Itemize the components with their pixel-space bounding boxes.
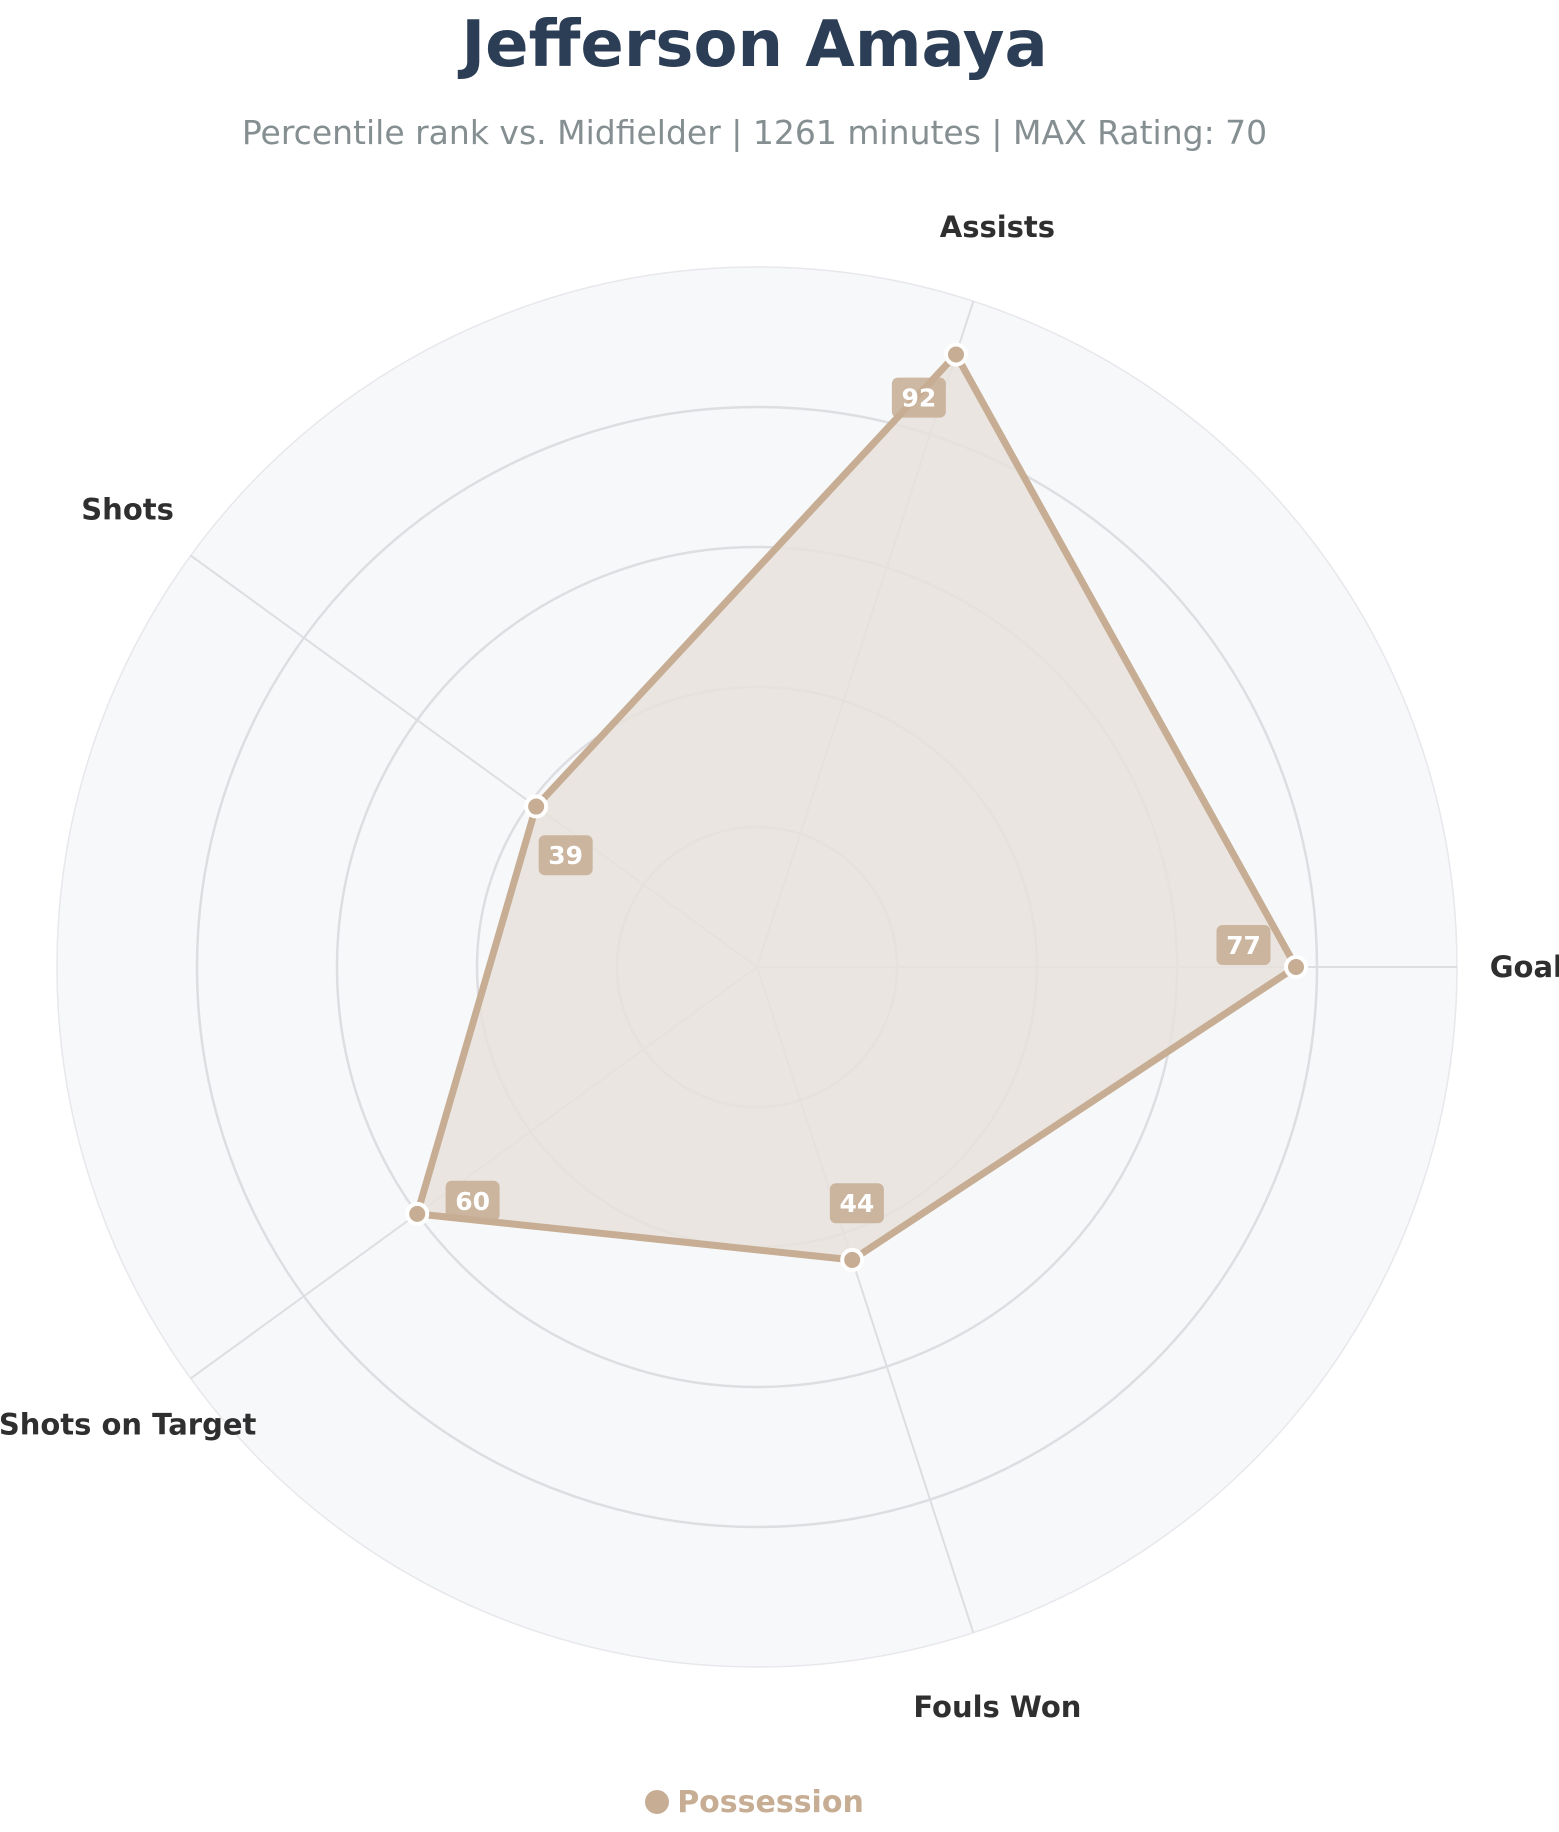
axis-label-shots: Shots (81, 493, 174, 527)
series-area-0 (413, 351, 1300, 1264)
value-badge-2 (538, 835, 593, 876)
data-point-shots (524, 794, 549, 819)
data-point-shots-on-target (405, 1201, 430, 1226)
legend-marker-icon (645, 1790, 670, 1814)
value-label-1: 92 (901, 384, 936, 413)
data-point-fouls-won (840, 1247, 865, 1272)
axis-label-assists: Assists (940, 210, 1055, 244)
value-label-0: 77 (1226, 931, 1261, 960)
value-label-2: 39 (548, 841, 583, 870)
axis-label-goals: Goals (1490, 950, 1559, 984)
data-point-goals (1284, 955, 1308, 979)
value-badge-1 (891, 377, 946, 418)
legend: Possession (0, 1785, 1509, 1820)
chart-title: Jefferson Amaya (461, 8, 1048, 82)
chart-subtitle: Percentile rank vs. Midfielder | 1261 mi… (241, 113, 1268, 152)
value-label-4: 44 (839, 1189, 874, 1218)
value-badge-3 (445, 1180, 500, 1221)
axis-label-shots-on-target: Shots on Target (0, 1407, 256, 1441)
value-label-3: 60 (455, 1187, 490, 1216)
value-badge-0 (1216, 925, 1271, 965)
data-point-assists (944, 342, 969, 367)
legend-label: Possession (677, 1785, 864, 1820)
axis-label-fouls-won: Fouls Won (913, 1690, 1081, 1724)
value-badge-4 (829, 1183, 884, 1224)
